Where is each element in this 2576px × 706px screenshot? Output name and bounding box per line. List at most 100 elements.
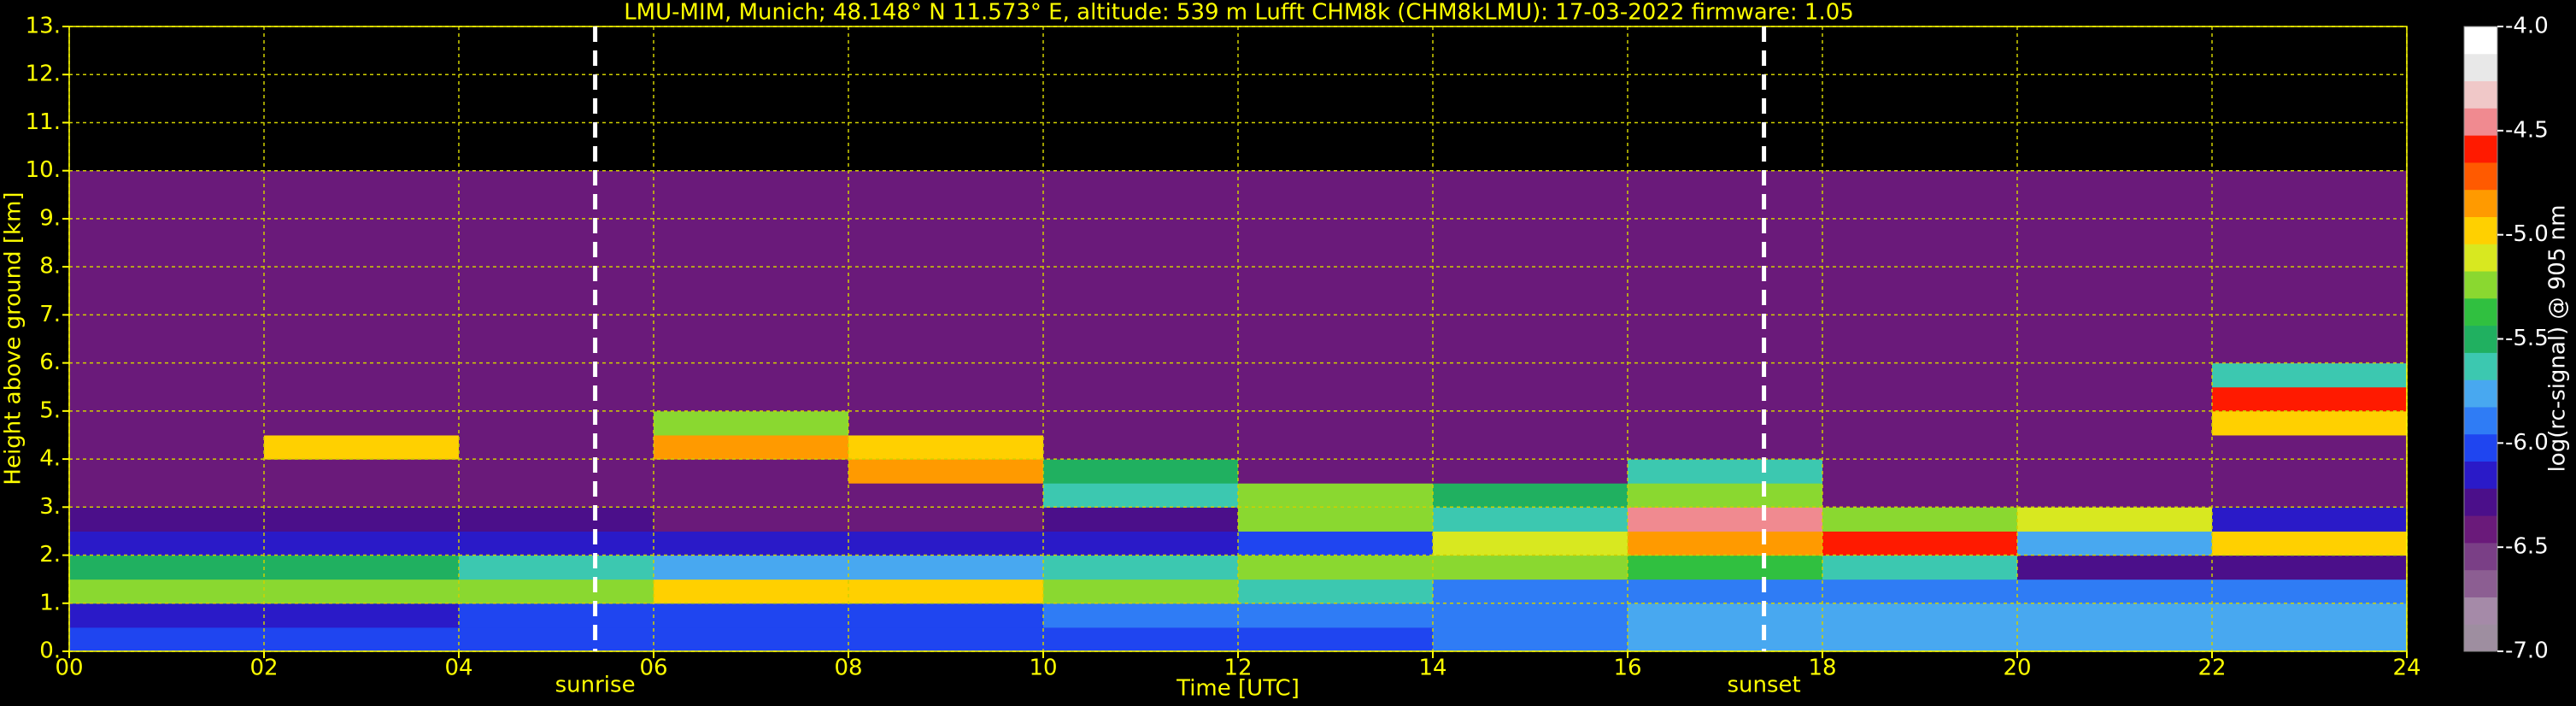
heatmap-cell bbox=[1238, 531, 1434, 556]
heatmap-cell bbox=[1043, 170, 1239, 364]
y-tick-label: 0. bbox=[39, 638, 61, 664]
heatmap-cell bbox=[1628, 386, 1823, 412]
x-tick-label: 04 bbox=[444, 656, 472, 681]
heatmap-cell bbox=[1433, 579, 1628, 604]
heatmap-cell bbox=[1628, 627, 1823, 652]
colorbar-tick-label: -5.0 bbox=[2505, 221, 2549, 247]
heatmap-cell bbox=[1238, 410, 1434, 436]
x-tick-label: 02 bbox=[249, 656, 278, 681]
heatmap-cell bbox=[69, 386, 265, 412]
heatmap-cell bbox=[1238, 459, 1434, 484]
heatmap-cell bbox=[2017, 459, 2213, 484]
x-tick-label: 08 bbox=[834, 656, 862, 681]
heatmap-cell bbox=[1238, 555, 1434, 580]
heatmap-cell bbox=[1433, 434, 1628, 460]
heatmap-cell bbox=[1238, 579, 1434, 604]
heatmap-cell bbox=[2212, 362, 2408, 388]
heatmap-cell bbox=[459, 434, 654, 460]
colorbar-band bbox=[2464, 515, 2497, 544]
heatmap-cell bbox=[264, 555, 460, 580]
heatmap-cell bbox=[848, 531, 1044, 556]
heatmap-cell bbox=[1433, 531, 1628, 556]
colorbar-band bbox=[2464, 297, 2497, 327]
heatmap-cell bbox=[1822, 507, 2018, 532]
x-tick-label: 06 bbox=[639, 656, 667, 681]
heatmap-cell bbox=[848, 483, 1044, 508]
heatmap-cell bbox=[1043, 507, 1239, 532]
colorbar-band bbox=[2464, 624, 2497, 652]
y-tick-label: 6. bbox=[39, 350, 61, 375]
heatmap-cell bbox=[2212, 386, 2408, 412]
heatmap-cell bbox=[1628, 483, 1823, 508]
annotation-label: sunrise bbox=[555, 673, 636, 698]
colorbar-band bbox=[2464, 542, 2497, 571]
heatmap-cell bbox=[1433, 362, 1628, 388]
heatmap-cell bbox=[1628, 410, 1823, 436]
heatmap-cell bbox=[2212, 555, 2408, 580]
heatmap-cell bbox=[1822, 531, 2018, 556]
y-tick-label: 13. bbox=[26, 14, 61, 39]
heatmap-cell bbox=[1043, 531, 1239, 556]
y-tick-label: 12. bbox=[26, 62, 61, 87]
colorbar-band bbox=[2464, 189, 2497, 217]
heatmap-cell bbox=[459, 603, 654, 628]
heatmap-cell bbox=[1238, 434, 1434, 460]
heatmap-cell bbox=[2212, 170, 2408, 364]
heatmap-cell bbox=[2017, 434, 2213, 460]
heatmap-cell bbox=[264, 579, 460, 604]
colorbar-band bbox=[2464, 80, 2497, 109]
heatmap-cell bbox=[2017, 362, 2213, 388]
heatmap-cell bbox=[264, 483, 460, 508]
heatmap-cell bbox=[264, 170, 460, 364]
heatmap-cell bbox=[2212, 507, 2408, 532]
y-tick-label: 5. bbox=[39, 397, 61, 423]
y-tick-label: 9. bbox=[39, 205, 61, 231]
colorbar-band bbox=[2464, 488, 2497, 516]
colorbar-band bbox=[2464, 379, 2497, 408]
x-tick-label: 20 bbox=[2003, 656, 2031, 681]
heatmap-cell bbox=[69, 555, 265, 580]
heatmap-cell bbox=[1043, 555, 1239, 580]
heatmap-cell bbox=[264, 459, 460, 484]
heatmap-cell bbox=[1043, 579, 1239, 604]
heatmap-cell bbox=[1822, 170, 2018, 364]
heatmap-cell bbox=[1043, 386, 1239, 412]
heatmap-cell bbox=[459, 627, 654, 652]
colorbar-tick-label: -4.5 bbox=[2505, 117, 2549, 143]
heatmap-cell bbox=[848, 627, 1044, 652]
heatmap-cell bbox=[2017, 507, 2213, 532]
heatmap-cell bbox=[1822, 627, 2018, 652]
heatmap-cell bbox=[1043, 362, 1239, 388]
heatmap-cell bbox=[1433, 603, 1628, 628]
x-tick-label: 12 bbox=[1223, 656, 1252, 681]
heatmap-cell bbox=[1238, 603, 1434, 628]
heatmap-cell bbox=[1238, 507, 1434, 532]
heatmap-cell bbox=[1822, 555, 2018, 580]
heatmap-cell bbox=[654, 507, 849, 532]
heatmap-cell bbox=[1433, 483, 1628, 508]
heatmap-cell bbox=[1043, 627, 1239, 652]
heatmap-cell bbox=[1822, 386, 2018, 412]
colorbar-band bbox=[2464, 461, 2497, 489]
heatmap-cell bbox=[848, 555, 1044, 580]
heatmap-cell bbox=[1238, 362, 1434, 388]
heatmap-cell bbox=[848, 579, 1044, 604]
heatmap-cell bbox=[1043, 459, 1239, 484]
x-tick-label: 24 bbox=[2392, 656, 2421, 681]
heatmap-cell bbox=[1628, 362, 1823, 388]
colorbar-band bbox=[2464, 135, 2497, 163]
x-tick-label: 16 bbox=[1613, 656, 1641, 681]
colorbar-band bbox=[2464, 244, 2497, 272]
heatmap-cell bbox=[264, 531, 460, 556]
heatmap-cell bbox=[2017, 603, 2213, 628]
heatmap-cell bbox=[1628, 579, 1823, 604]
colorbar-tick-label: -7.0 bbox=[2505, 638, 2549, 664]
heatmap-cell bbox=[264, 507, 460, 532]
heatmap-cell bbox=[69, 362, 265, 388]
heatmap-cell bbox=[654, 531, 849, 556]
heatmap-cell bbox=[264, 434, 460, 460]
heatmap-cell bbox=[2212, 434, 2408, 460]
heatmap-cell bbox=[69, 410, 265, 436]
heatmap-cell bbox=[69, 627, 265, 652]
